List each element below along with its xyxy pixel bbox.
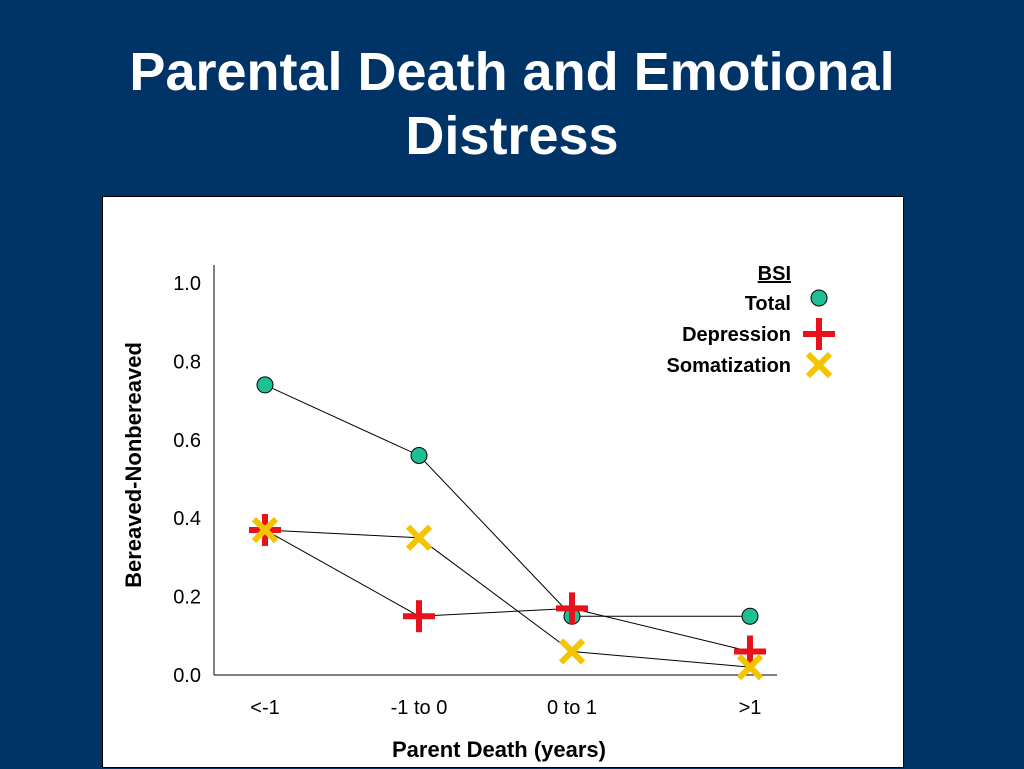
- legend-title: BSI: [758, 263, 791, 285]
- y-tick-label: 0.2: [173, 587, 201, 609]
- legend-label-somatization: Somatization: [667, 355, 791, 377]
- legend-label-total: Total: [745, 293, 791, 315]
- y-tick-label: 1.0: [173, 273, 201, 295]
- data-point-somatization: [558, 638, 586, 665]
- slide-title: Parental Death and Emotional Distress: [0, 40, 1024, 168]
- legend-label-depression: Depression: [682, 324, 791, 346]
- data-point-total: [410, 446, 428, 464]
- x-marker-b: [251, 516, 279, 544]
- title-line-1: Parental Death and Emotional: [129, 42, 895, 102]
- data-point-depression: [403, 600, 435, 633]
- y-tick-labels: 1.0 0.8 0.6 0.4 0.2 0.0: [173, 273, 201, 687]
- x-tick-label: <-1: [250, 697, 279, 719]
- title-line-2: Distress: [405, 106, 619, 166]
- axes: [213, 265, 777, 676]
- data-point-somatization: [736, 654, 764, 681]
- x-tick-labels: <-1 -1 to 0 0 to 1 >1: [250, 697, 761, 719]
- x-tick-label: >1: [739, 697, 762, 719]
- x-tick-label: 0 to 1: [547, 697, 597, 719]
- series-line-somatization: [264, 529, 751, 668]
- chart-svg: 1.0 0.8 0.6 0.4 0.2 0.0 <-1 -1 to 0 0 to 1 >1 Be…: [121, 263, 835, 762]
- x-tick-label: -1 to 0: [391, 697, 448, 719]
- series-line-total: [264, 384, 750, 617]
- y-tick-label: 0.0: [173, 665, 201, 687]
- data-point-total: [741, 607, 759, 625]
- data-point-depression: [556, 592, 588, 625]
- series-lines: [264, 384, 751, 668]
- data-point-total: [256, 376, 274, 394]
- chart-panel: 1.0 0.8 0.6 0.4 0.2 0.0 <-1 -1 to 0 0 to 1 >1 Be…: [102, 196, 904, 768]
- y-tick-label: 0.6: [173, 430, 201, 452]
- legend-marker-total: [810, 289, 828, 307]
- x-marker-b: [558, 638, 586, 665]
- data-point-depression: [734, 635, 766, 668]
- x-marker-b: [405, 524, 433, 551]
- series-markers: [249, 376, 766, 681]
- y-tick-label: 0.4: [173, 508, 201, 530]
- series-line-depression: [264, 529, 751, 652]
- y-tick-label: 0.8: [173, 351, 201, 373]
- data-point-somatization: [405, 524, 433, 551]
- legend-marker-depression: [803, 318, 835, 350]
- x-marker-b: [805, 351, 833, 379]
- x-marker-b: [736, 654, 764, 681]
- y-axis-label: Bereaved-Nonbereaved: [121, 342, 146, 588]
- legend-marker-somatization: [805, 351, 833, 379]
- legend: BSI Total Depression Somatization: [667, 263, 835, 379]
- data-point-somatization: [251, 516, 279, 544]
- x-axis-label: Parent Death (years): [392, 737, 606, 762]
